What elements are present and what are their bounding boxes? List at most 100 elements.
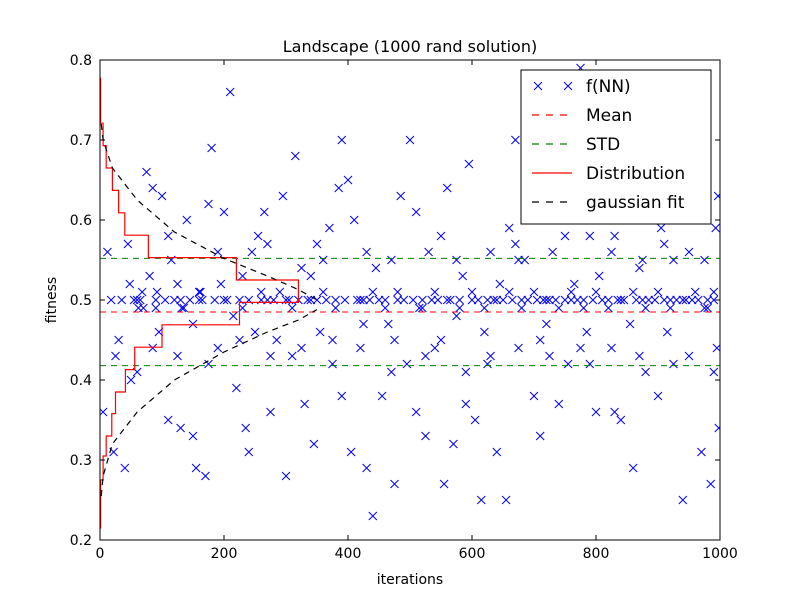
scatter-point [371, 263, 381, 273]
scatter-point [638, 295, 647, 305]
scatter-point [666, 295, 675, 305]
scatter-point [616, 415, 626, 425]
legend-label-std: STD [586, 135, 620, 155]
scatter-point [134, 303, 143, 313]
scatter-point [569, 279, 579, 289]
scatter-point [662, 327, 672, 337]
scatter-point [222, 295, 232, 305]
scatter-point [191, 463, 201, 473]
scatter-point [328, 335, 337, 345]
scatter-point [424, 247, 433, 257]
scatter-point [408, 295, 418, 305]
scatter-point [464, 159, 474, 169]
scatter-point [297, 263, 306, 273]
scatter-point [306, 295, 316, 305]
scatter-point [687, 295, 697, 305]
scatter-point [300, 399, 309, 409]
scatter-point [461, 399, 471, 409]
scatter-point [517, 303, 526, 313]
scatter-point [554, 303, 564, 313]
scatter-point [318, 255, 328, 265]
scatter-point [653, 287, 663, 297]
scatter-point [337, 391, 347, 401]
scatter-point [396, 191, 406, 201]
scatter-point [597, 295, 607, 305]
scatter-point [545, 295, 554, 305]
scatter-point [659, 239, 669, 249]
scatter-point [204, 359, 213, 369]
scatter-point [126, 375, 136, 385]
scatter-point [256, 287, 266, 297]
scatter-point [368, 287, 378, 297]
scatter-point [312, 239, 322, 249]
scatter-point [631, 295, 641, 305]
scatter-point [163, 415, 173, 425]
distribution-histogram [100, 77, 299, 529]
scatter-point [638, 255, 647, 265]
scatter-point [117, 295, 127, 305]
scatter-point [604, 295, 613, 305]
scatter-point [259, 207, 269, 217]
scatter-point [442, 295, 452, 305]
scatter-point [697, 447, 706, 457]
scatter-point [495, 279, 505, 289]
scatter-point [157, 191, 167, 201]
y-tick-label: 0.2 [70, 533, 92, 549]
scatter-point [374, 295, 384, 305]
scatter-point [520, 255, 530, 265]
x-tick-label: 400 [335, 546, 362, 562]
scatter-point [439, 479, 449, 489]
scatter-point [402, 359, 412, 369]
scatter-point [411, 207, 421, 217]
scatter-point [554, 399, 564, 409]
legend-label-hist: Distribution [586, 164, 685, 184]
scatter-point [182, 215, 192, 225]
scatter-point [197, 295, 207, 305]
x-axis: 0 200 400 600 800 1000 [96, 60, 738, 562]
scatter-point [137, 287, 147, 297]
scatter-point [504, 287, 514, 297]
scatter-point [681, 295, 691, 305]
scatter-point [219, 295, 229, 305]
scatter-point [185, 295, 195, 305]
scatter-point [690, 287, 700, 297]
scatter-point [123, 239, 133, 249]
scatter-point [362, 247, 371, 257]
scatter-point [436, 231, 446, 241]
x-axis-label: iterations [377, 572, 443, 588]
scatter-point [213, 247, 223, 257]
scatter-point [145, 271, 154, 281]
scatter-point [287, 303, 297, 313]
scatter-point [560, 231, 570, 241]
scatter-point [650, 295, 660, 305]
scatter-point [359, 319, 368, 329]
scatter-point [545, 351, 554, 361]
scatter-point [579, 303, 588, 313]
legend-label-mean: Mean [586, 106, 632, 126]
scatter-point [106, 295, 116, 305]
scatter-point [483, 359, 492, 369]
scatter-point [511, 239, 520, 249]
scatter-point [129, 295, 139, 305]
scatter-point [303, 295, 313, 305]
scatter-point [188, 319, 198, 329]
scatter-point [576, 343, 585, 353]
scatter-point [111, 351, 120, 361]
scatter-point [390, 335, 399, 345]
scatter-point [635, 263, 644, 273]
scatter-point [135, 295, 145, 305]
scatter-point [625, 319, 635, 329]
scatter-point [297, 343, 306, 353]
scatter-point [380, 295, 390, 305]
y-tick-label: 0.8 [70, 53, 92, 69]
scatter-point [535, 335, 545, 345]
scatter-point [263, 239, 272, 249]
scatter-point [709, 367, 719, 377]
scatter-point [616, 295, 626, 305]
scatter-point [480, 327, 489, 337]
legend-frame [520, 69, 712, 225]
scatter-point [318, 287, 328, 297]
scatter-point [480, 303, 489, 313]
scatter-point [714, 423, 720, 433]
